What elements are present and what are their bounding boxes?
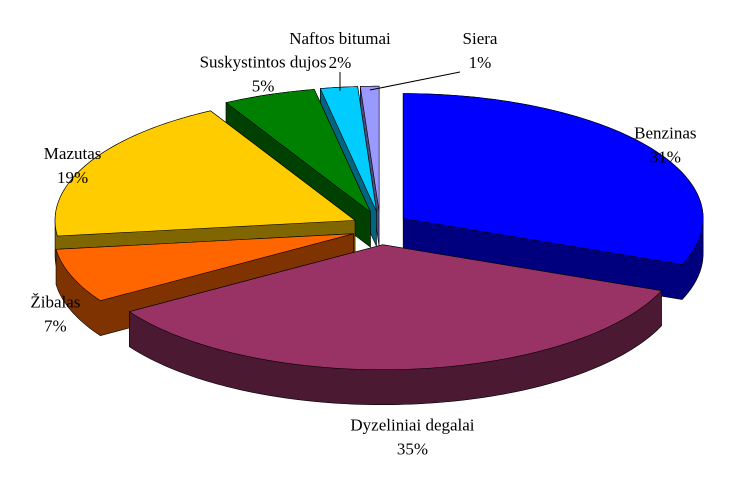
- slice-top: [55, 233, 354, 301]
- slice: [54, 110, 356, 272]
- slice-value-label: 35%: [397, 440, 428, 459]
- slice-top: [402, 93, 704, 265]
- slice-label: Naftos bitumai: [289, 29, 391, 48]
- slice: [128, 244, 663, 406]
- slice: [402, 93, 704, 300]
- slice-label: Siera: [463, 29, 498, 48]
- slice-value-label: 2%: [329, 53, 352, 72]
- slice-value-label: 19%: [57, 168, 88, 187]
- slice-label: Dyzeliniai degalai: [350, 416, 474, 435]
- leader-line: [369, 71, 461, 91]
- slice-value-label: 7%: [44, 316, 67, 335]
- slice-value-label: 5%: [252, 76, 275, 95]
- slice-top: [319, 86, 377, 212]
- slice-label: Benzinas: [634, 124, 696, 143]
- slice: [55, 233, 354, 336]
- slice-label: Žibalas: [30, 292, 80, 311]
- slice-top: [128, 244, 663, 371]
- slice-top: [359, 85, 380, 212]
- slice-top: [225, 89, 371, 213]
- slice-value-label: 1%: [469, 53, 492, 72]
- slice-value-label: 31%: [650, 148, 681, 167]
- slice-top: [54, 110, 356, 237]
- slice-label: Mazutas: [44, 144, 102, 163]
- slice-label: Suskystintos dujos: [200, 52, 327, 71]
